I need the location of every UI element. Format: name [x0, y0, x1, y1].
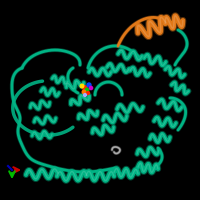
Circle shape — [86, 92, 90, 95]
Circle shape — [85, 88, 89, 92]
Circle shape — [87, 83, 91, 87]
Circle shape — [80, 84, 84, 88]
Circle shape — [89, 86, 93, 90]
Circle shape — [84, 94, 86, 96]
Circle shape — [83, 86, 87, 90]
Circle shape — [82, 90, 86, 94]
